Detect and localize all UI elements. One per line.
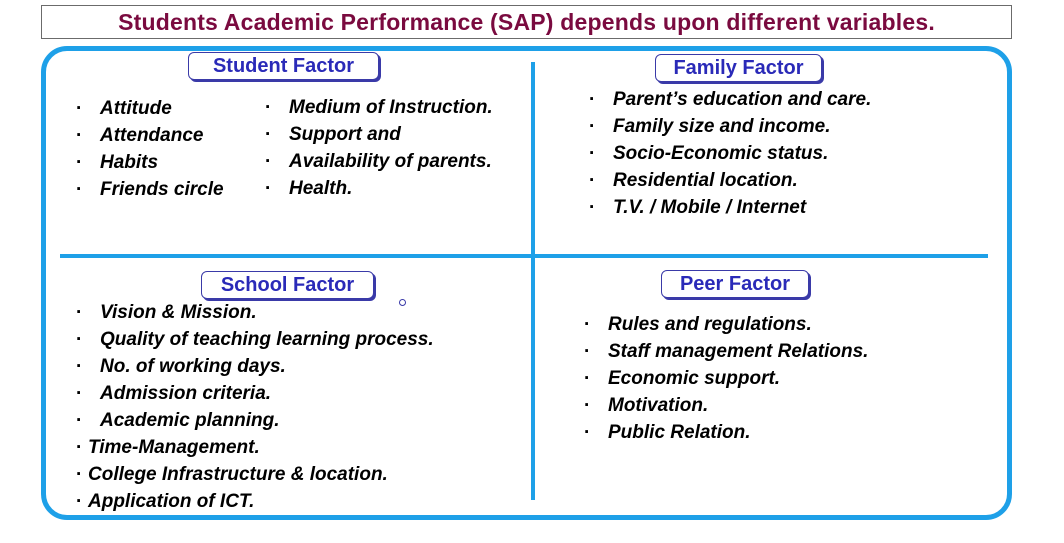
list-item: · Attendance	[76, 125, 204, 146]
student-factor-list-1: · Attitude · Attendance · Habits · Friends c…	[76, 95, 224, 203]
list-item: · Application of ICT.	[76, 491, 255, 512]
horizontal-divider	[60, 254, 988, 258]
list-item: · College Infrastructure & location.	[76, 464, 388, 485]
list-item: · Parent’s education and care.	[589, 89, 872, 110]
family-factor-list: · Parent’s education and care. · Family si…	[589, 86, 871, 221]
student-factor-label: Student Factor	[188, 52, 379, 80]
list-item: · Time-Management.	[76, 437, 260, 458]
family-factor-label: Family Factor	[655, 54, 822, 82]
list-item: · Health.	[265, 178, 353, 199]
quadrant-frame	[41, 46, 1012, 520]
vertical-divider	[531, 62, 535, 500]
list-item: · Vision & Mission.	[76, 302, 257, 323]
list-item: · Family size and income.	[589, 116, 831, 137]
list-item: · Academic planning.	[76, 410, 280, 431]
list-item: · Socio-Economic status.	[589, 143, 829, 164]
list-item: · T.V. / Mobile / Internet	[589, 197, 807, 218]
list-item: · Public Relation.	[584, 422, 751, 443]
list-item: · No. of working days.	[76, 356, 286, 377]
list-item: · Habits	[76, 152, 159, 173]
diagram-title: Students Academic Performance (SAP) depe…	[41, 5, 1012, 39]
list-item: · Residential location.	[589, 170, 798, 191]
list-item: · Quality of teaching learning process.	[76, 329, 434, 350]
list-item: · Admission criteria.	[76, 383, 272, 404]
school-factor-label: School Factor	[201, 271, 374, 299]
list-item: · Staff management Relations.	[584, 341, 869, 362]
list-item: · Medium of Instruction.	[265, 97, 493, 118]
list-item: · Availability of parents.	[265, 151, 492, 172]
list-item: · Attitude	[76, 98, 172, 119]
list-item: · Friends circle	[76, 179, 224, 200]
list-item: · Rules and regulations.	[584, 314, 812, 335]
peer-factor-label: Peer Factor	[661, 270, 809, 298]
small-circle-mark	[399, 299, 406, 306]
school-factor-list: · Vision & Mission. · Quality of teaching …	[76, 299, 434, 434]
list-item: · Motivation.	[584, 395, 709, 416]
list-item: · Economic support.	[584, 368, 781, 389]
list-item: · Support and	[265, 124, 401, 145]
peer-factor-list: · Rules and regulations. · Staff managemen…	[584, 311, 868, 446]
school-factor-list-extra: · Time-Management. · College Infrastructur…	[76, 434, 388, 515]
student-factor-list-2: · Medium of Instruction. · Support and · Av…	[265, 94, 493, 202]
